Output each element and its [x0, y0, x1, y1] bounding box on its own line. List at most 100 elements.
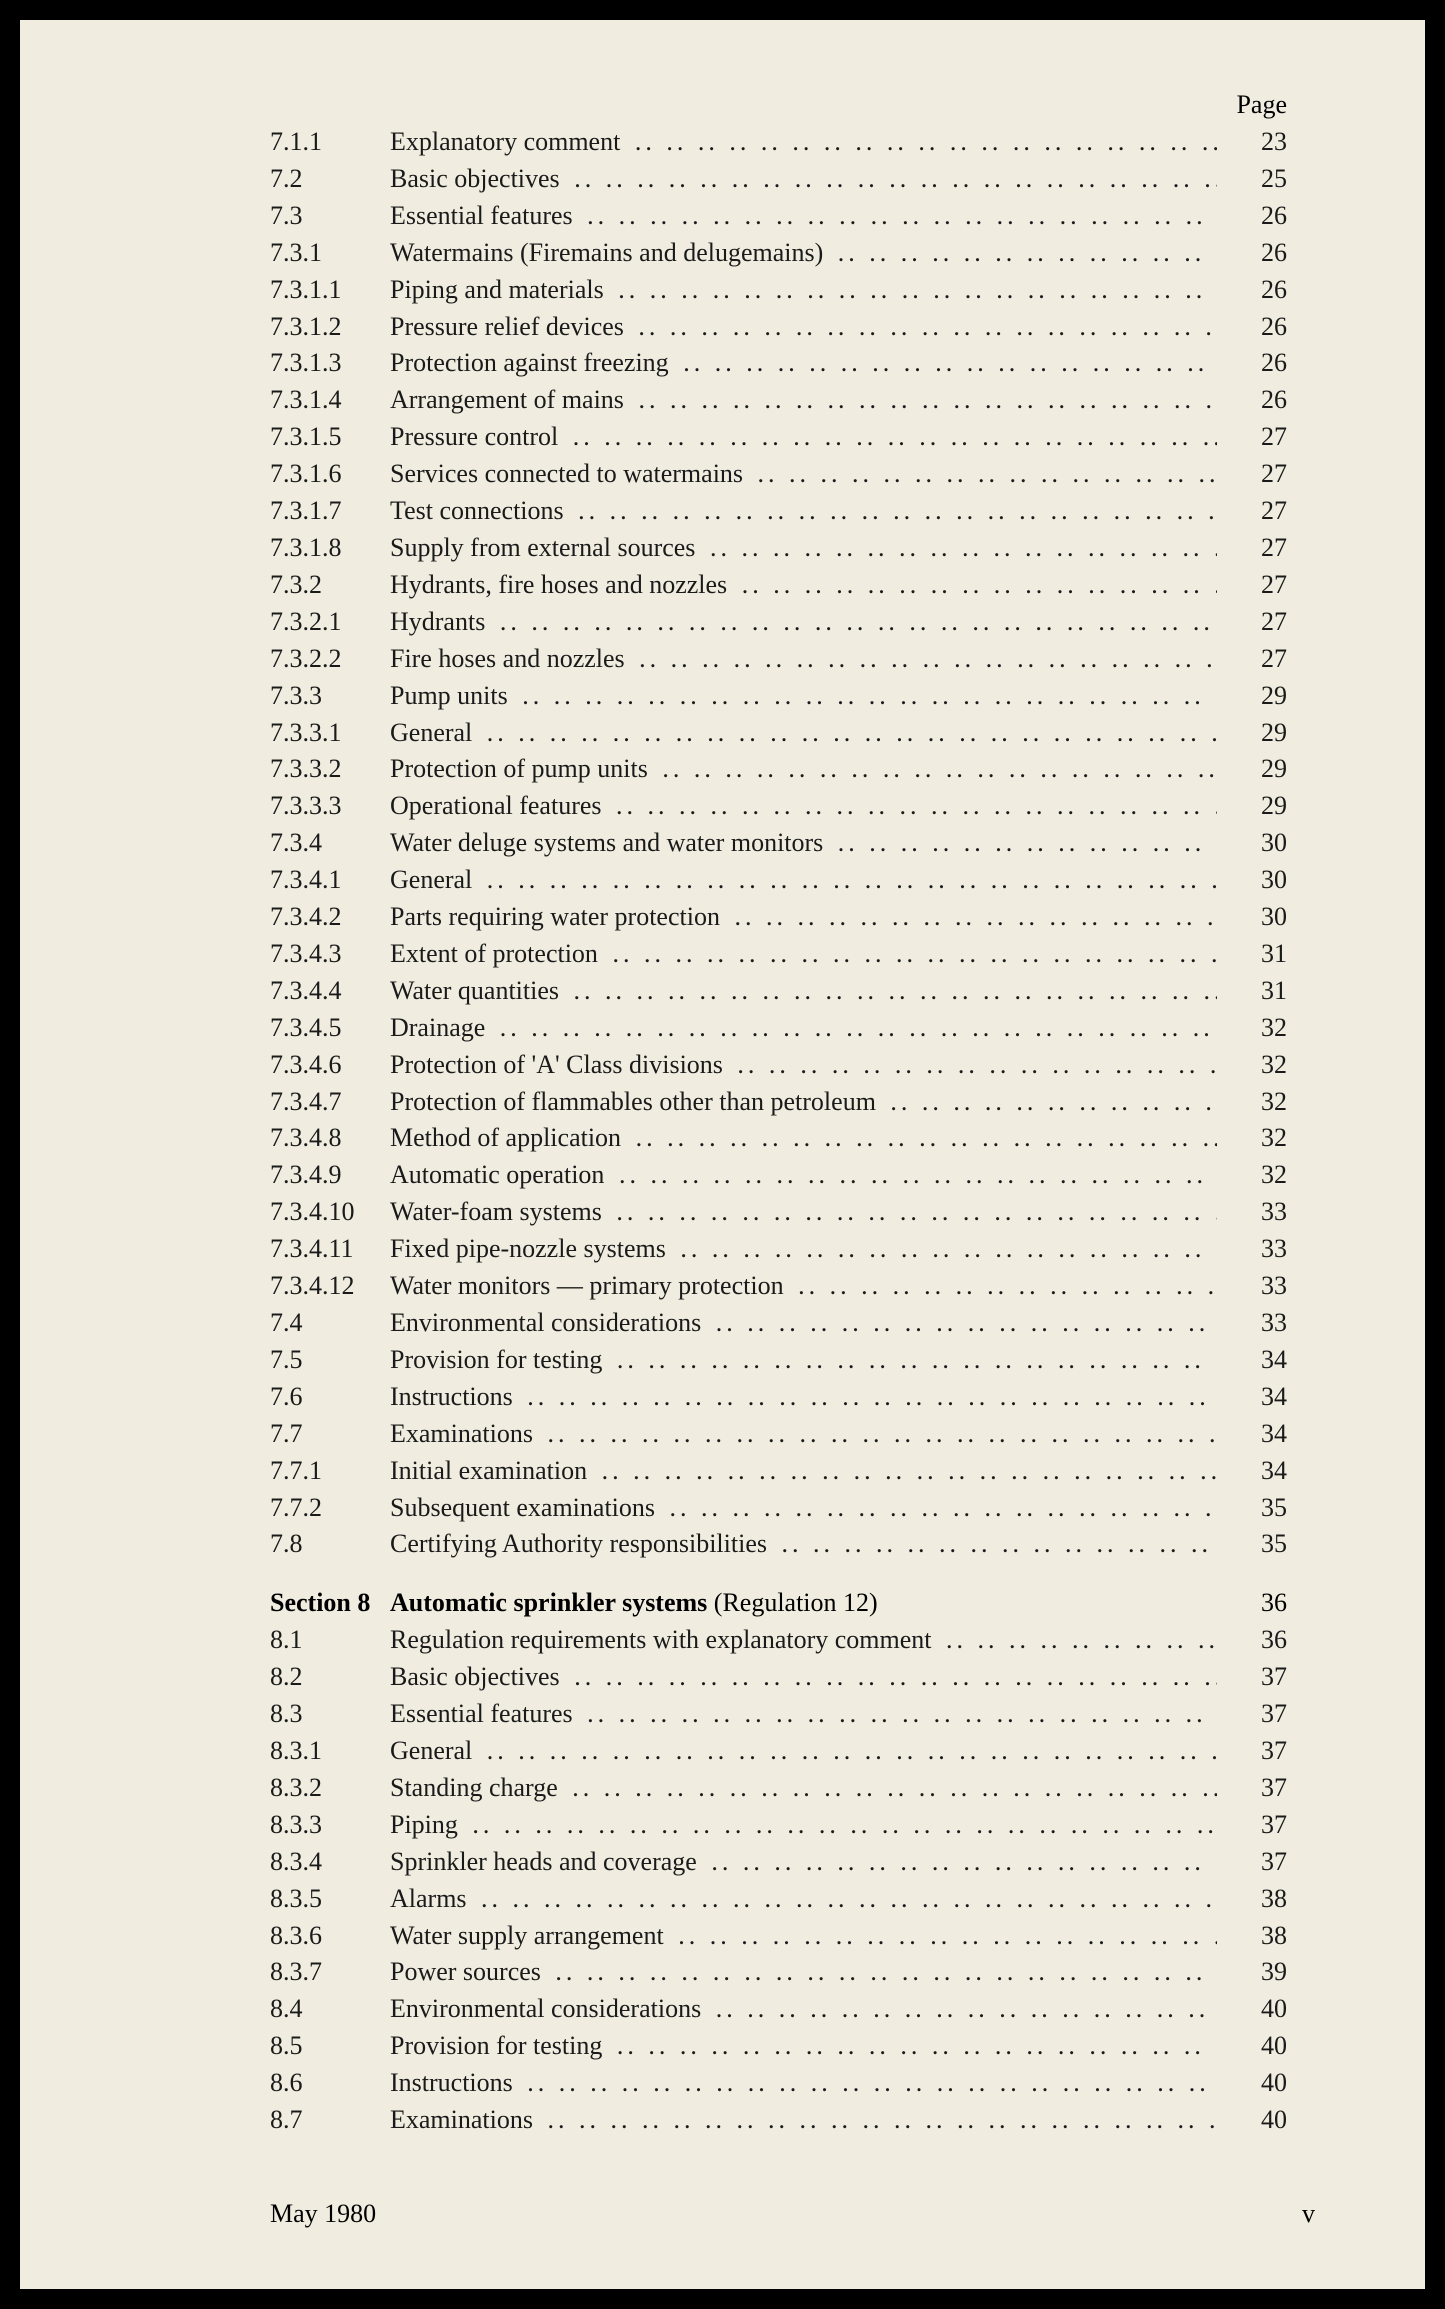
- footer-page-number: v: [1302, 2199, 1315, 2229]
- dot-leader: .. .. .. .. .. .. .. .. .. .. .. .. .. .…: [564, 1662, 1217, 1691]
- toc-title: Test connections .. .. .. .. .. .. .. ..…: [390, 493, 1217, 530]
- toc-page: 37: [1217, 1696, 1315, 1733]
- toc-page: 27: [1217, 530, 1315, 567]
- toc-row: 7.3.1Watermains (Firemains and delugemai…: [270, 235, 1315, 272]
- toc-row: 8.3.2Standing charge .. .. .. .. .. .. .…: [270, 1770, 1315, 1807]
- toc-number: 7.3.1.2: [270, 309, 390, 346]
- dot-leader: .. .. .. .. .. .. .. .. .. .. .. .. .. .…: [936, 1625, 1217, 1654]
- toc-page: 27: [1217, 604, 1315, 641]
- toc-page: 40: [1217, 2028, 1315, 2065]
- toc-row: 7.3.2.1Hydrants .. .. .. .. .. .. .. .. …: [270, 604, 1315, 641]
- toc-title: Water supply arrangement .. .. .. .. .. …: [390, 1918, 1217, 1955]
- toc-title: Watermains (Firemains and delugemains) .…: [390, 235, 1217, 272]
- toc-number: 8.3.4: [270, 1844, 390, 1881]
- toc-row: 7.3.4.9Automatic operation .. .. .. .. .…: [270, 1157, 1315, 1194]
- toc-row: 7.3.4.2Parts requiring water protection …: [270, 899, 1315, 936]
- toc-title: Water monitors — primary protection .. .…: [390, 1268, 1217, 1305]
- toc-title: Protection against freezing .. .. .. .. …: [390, 345, 1217, 382]
- toc-title: Water deluge systems and water monitors …: [390, 825, 1217, 862]
- toc-number: 7.3.3: [270, 678, 390, 715]
- toc-row: 7.3.2Hydrants, fire hoses and nozzles ..…: [270, 567, 1315, 604]
- footer-date: May 1980: [270, 2199, 376, 2229]
- dot-leader: .. .. .. .. .. .. .. .. .. .. .. .. .. .…: [673, 348, 1217, 377]
- toc-number: 7.3.4.7: [270, 1084, 390, 1121]
- toc-row: 8.3.3Piping .. .. .. .. .. .. .. .. .. .…: [270, 1807, 1315, 1844]
- dot-leader: .. .. .. .. .. .. .. .. .. .. .. .. .. .…: [652, 754, 1217, 783]
- toc-page: 35: [1217, 1490, 1315, 1527]
- toc-row: 7.3.1.3Protection against freezing .. ..…: [270, 345, 1315, 382]
- dot-leader: .. .. .. .. .. .. .. .. .. .. .. .. .. .…: [537, 2105, 1217, 2134]
- toc-page: 26: [1217, 345, 1315, 382]
- toc-row: 7.7.2Subsequent examinations .. .. .. ..…: [270, 1490, 1315, 1527]
- toc-number: 8.3.6: [270, 1918, 390, 1955]
- toc-number: 8.1: [270, 1622, 390, 1659]
- dot-leader: .. .. .. .. .. .. .. .. .. .. .. .. .. .…: [545, 1957, 1217, 1986]
- toc-number: 7.3.4.5: [270, 1010, 390, 1047]
- toc-page: 37: [1217, 1844, 1315, 1881]
- toc-title: Water quantities .. .. .. .. .. .. .. ..…: [390, 973, 1217, 1010]
- section-label: Section 8: [270, 1585, 390, 1622]
- toc-row: 7.3.4.11Fixed pipe-nozzle systems .. .. …: [270, 1231, 1315, 1268]
- toc-page: 30: [1217, 862, 1315, 899]
- dot-leader: .. .. .. .. .. .. .. .. .. .. .. .. .. .…: [659, 1493, 1217, 1522]
- toc-title: Water-foam systems .. .. .. .. .. .. .. …: [390, 1194, 1217, 1231]
- toc-number: 7.3.4.2: [270, 899, 390, 936]
- dot-leader: .. .. .. .. .. .. .. .. .. .. .. .. .. .…: [489, 607, 1217, 636]
- dot-leader: .. .. .. .. .. .. .. .. .. .. .. .. .. .…: [628, 385, 1217, 414]
- toc-title: Operational features .. .. .. .. .. .. .…: [390, 788, 1217, 825]
- toc-title: Hydrants .. .. .. .. .. .. .. .. .. .. .…: [390, 604, 1217, 641]
- dot-leader: .. .. .. .. .. .. .. .. .. .. .. .. .. .…: [476, 1736, 1217, 1765]
- page-footer: May 1980 v: [270, 2199, 1315, 2229]
- toc-number: 7.3.4.11: [270, 1231, 390, 1268]
- toc-title: Drainage .. .. .. .. .. .. .. .. .. .. .…: [390, 1010, 1217, 1047]
- toc-number: 7.3.2.2: [270, 641, 390, 678]
- section-page: 36: [1217, 1585, 1315, 1622]
- toc-row: 7.3.1.6Services connected to watermains …: [270, 456, 1315, 493]
- toc-number: 7.3.1.7: [270, 493, 390, 530]
- dot-leader: .. .. .. .. .. .. .. .. .. .. .. .. .. .…: [608, 275, 1217, 304]
- dot-leader: .. .. .. .. .. .. .. .. .. .. .. .. .. .…: [577, 201, 1217, 230]
- toc-title: Piping and materials .. .. .. .. .. .. .…: [390, 272, 1217, 309]
- toc-number: 7.4: [270, 1305, 390, 1342]
- toc-title: Fire hoses and nozzles .. .. .. .. .. ..…: [390, 641, 1217, 678]
- toc-page: 34: [1217, 1453, 1315, 1490]
- dot-leader: .. .. .. .. .. .. .. .. .. .. .. .. .. .…: [827, 238, 1217, 267]
- toc-title: Pump units .. .. .. .. .. .. .. .. .. ..…: [390, 678, 1217, 715]
- toc-page: 36: [1217, 1622, 1315, 1659]
- toc-row: 7.8Certifying Authority responsibilities…: [270, 1526, 1315, 1563]
- toc-row: 7.7.1Initial examination .. .. .. .. .. …: [270, 1453, 1315, 1490]
- toc-title: Certifying Authority responsibilities ..…: [390, 1526, 1217, 1563]
- dot-leader: .. .. .. .. .. .. .. .. .. .. .. .. .. .…: [517, 1382, 1217, 1411]
- toc-title: General .. .. .. .. .. .. .. .. .. .. ..…: [390, 715, 1217, 752]
- dot-leader: .. .. .. .. .. .. .. .. .. .. .. .. .. .…: [606, 791, 1217, 820]
- toc-row: 7.5Provision for testing .. .. .. .. .. …: [270, 1342, 1315, 1379]
- dot-leader: .. .. .. .. .. .. .. .. .. .. .. .. .. .…: [537, 1419, 1217, 1448]
- toc-title: Hydrants, fire hoses and nozzles .. .. .…: [390, 567, 1217, 604]
- toc-page: 33: [1217, 1268, 1315, 1305]
- toc-row: 8.3.1General .. .. .. .. .. .. .. .. .. …: [270, 1733, 1315, 1770]
- toc-section-8: 8.1Regulation requirements with explanat…: [270, 1622, 1315, 2139]
- toc-number: 7.7.1: [270, 1453, 390, 1490]
- dot-leader: .. .. .. .. .. .. .. .. .. .. .. .. .. .…: [701, 1847, 1217, 1876]
- toc-number: 8.3.3: [270, 1807, 390, 1844]
- dot-leader: .. .. .. .. .. .. .. .. .. .. .. .. .. .…: [727, 1050, 1217, 1079]
- dot-leader: .. .. .. .. .. .. .. .. .. .. .. .. .. .…: [564, 164, 1217, 193]
- toc-title: General .. .. .. .. .. .. .. .. .. .. ..…: [390, 1733, 1217, 1770]
- toc-row: 8.1Regulation requirements with explanat…: [270, 1622, 1315, 1659]
- toc-title: Environmental considerations .. .. .. ..…: [390, 1305, 1217, 1342]
- toc-number: 8.5: [270, 2028, 390, 2065]
- toc-title: Instructions .. .. .. .. .. .. .. .. .. …: [390, 1379, 1217, 1416]
- toc-page: 27: [1217, 567, 1315, 604]
- toc-row: 7.3.4.4Water quantities .. .. .. .. .. .…: [270, 973, 1315, 1010]
- dot-leader: .. .. .. .. .. .. .. .. .. .. .. .. .. .…: [606, 2031, 1217, 2060]
- toc-title: Alarms .. .. .. .. .. .. .. .. .. .. .. …: [390, 1881, 1217, 1918]
- toc-number: 7.3.3.1: [270, 715, 390, 752]
- dot-leader: .. .. .. .. .. .. .. .. .. .. .. .. .. .…: [705, 1308, 1217, 1337]
- toc-number: 7.3.1.5: [270, 419, 390, 456]
- section-8-heading: Section 8 Automatic sprinkler systems (R…: [270, 1585, 1315, 1622]
- toc-row: 7.3.4.3Extent of protection .. .. .. .. …: [270, 936, 1315, 973]
- toc-row: 8.5Provision for testing .. .. .. .. .. …: [270, 2028, 1315, 2065]
- toc-page: 26: [1217, 272, 1315, 309]
- dot-leader: .. .. .. .. .. .. .. .. .. .. .. .. .. .…: [880, 1087, 1217, 1116]
- toc-row: 8.4Environmental considerations .. .. ..…: [270, 1991, 1315, 2028]
